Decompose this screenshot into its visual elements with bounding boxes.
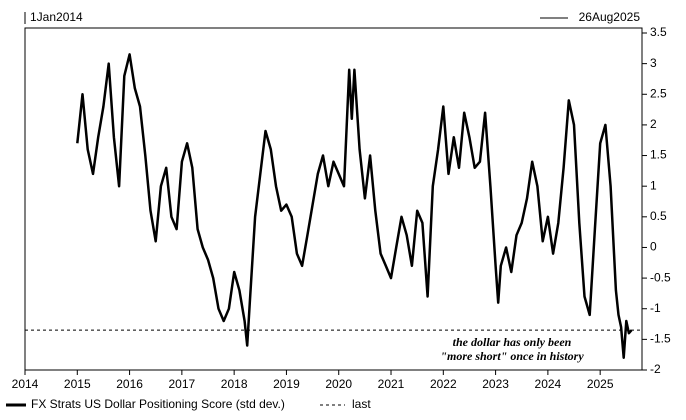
y-tick-label: 1	[650, 178, 657, 192]
y-tick-label: 0.5	[650, 209, 667, 223]
x-tick-label: 2021	[378, 377, 405, 391]
line-series	[76, 53, 633, 359]
x-tick-label: 2015	[64, 377, 91, 391]
y-tick-label: -1	[650, 301, 661, 315]
y-tick-label: 3.5	[650, 25, 667, 39]
y-tick-label: -2	[650, 362, 661, 376]
x-tick-label: 2017	[169, 377, 196, 391]
x-tick-label: 2019	[273, 377, 300, 391]
y-tick-label: 2	[650, 117, 657, 131]
x-tick-label: 2018	[221, 377, 248, 391]
legend-label: last	[352, 397, 371, 411]
legend-label: FX Strats US Dollar Positioning Score (s…	[31, 397, 285, 411]
x-tick-label: 2020	[325, 377, 352, 391]
x-tick-label: 2024	[535, 377, 562, 391]
end-date: 26Aug2025	[579, 10, 641, 24]
x-tick-label: 2016	[116, 377, 143, 391]
x-tick-label: 2022	[430, 377, 457, 391]
annotation: "more short" once in history	[440, 349, 584, 363]
annotation: the dollar has only been	[453, 335, 572, 349]
y-tick-label: -1.5	[650, 332, 671, 346]
y-tick-label: -0.5	[650, 270, 671, 284]
x-tick-label: 2014	[12, 377, 39, 391]
y-tick-label: 0	[650, 240, 657, 254]
y-tick-label: 1.5	[650, 148, 667, 162]
x-tick-label: 2025	[587, 377, 614, 391]
plot-frame	[24, 27, 643, 371]
x-tick-label: 2023	[482, 377, 509, 391]
y-tick-label: 3	[650, 56, 657, 70]
y-tick-label: 2.5	[650, 86, 667, 100]
start-date: 1Jan2014	[30, 10, 83, 24]
